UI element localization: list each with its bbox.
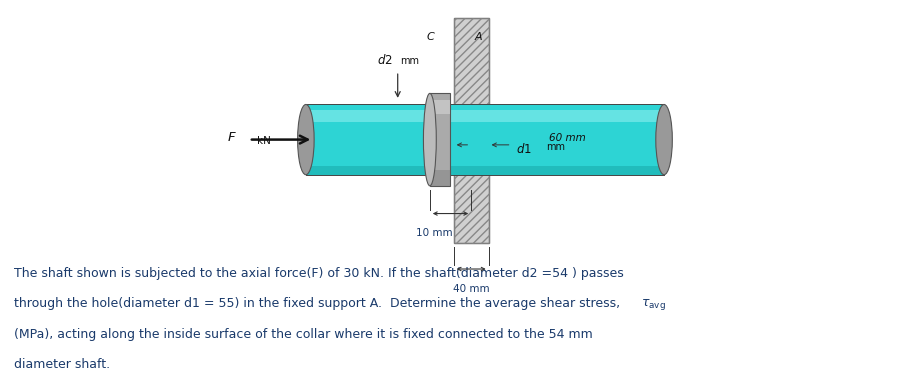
Text: $\tau_{\mathrm{avg}}$: $\tau_{\mathrm{avg}}$	[641, 297, 666, 313]
Bar	[430, 170, 450, 186]
Text: $d1$: $d1$	[517, 141, 532, 156]
Ellipse shape	[656, 104, 673, 175]
Text: $C$: $C$	[426, 30, 435, 42]
Text: 60 mm: 60 mm	[549, 133, 586, 143]
Bar	[430, 100, 450, 114]
Text: $F$: $F$	[227, 131, 237, 144]
Bar	[306, 166, 664, 175]
Text: $A$: $A$	[474, 30, 483, 42]
Text: $d2$: $d2$	[377, 54, 393, 67]
Text: kN: kN	[257, 136, 271, 146]
Bar	[306, 110, 664, 122]
Text: 40 mm: 40 mm	[453, 284, 490, 294]
Text: The shaft shown is subjected to the axial force(F) of 30 kN. If the shaft(diamet: The shaft shown is subjected to the axia…	[14, 267, 624, 280]
Text: 10 mm: 10 mm	[416, 228, 453, 238]
Bar	[454, 108, 489, 171]
Text: through the hole(diameter d1 = 55) in the fixed support A.  Determine the averag: through the hole(diameter d1 = 55) in th…	[14, 297, 624, 311]
Bar	[454, 18, 489, 243]
Bar	[430, 93, 450, 186]
Bar	[454, 18, 489, 243]
Ellipse shape	[298, 104, 314, 175]
Text: (MPa), acting along the inside surface of the collar where it is fixed connected: (MPa), acting along the inside surface o…	[14, 328, 592, 341]
Text: mm: mm	[546, 142, 565, 152]
Ellipse shape	[423, 93, 436, 186]
Text: mm: mm	[400, 56, 419, 66]
Bar	[306, 104, 664, 175]
Text: diameter shaft.: diameter shaft.	[14, 358, 110, 371]
